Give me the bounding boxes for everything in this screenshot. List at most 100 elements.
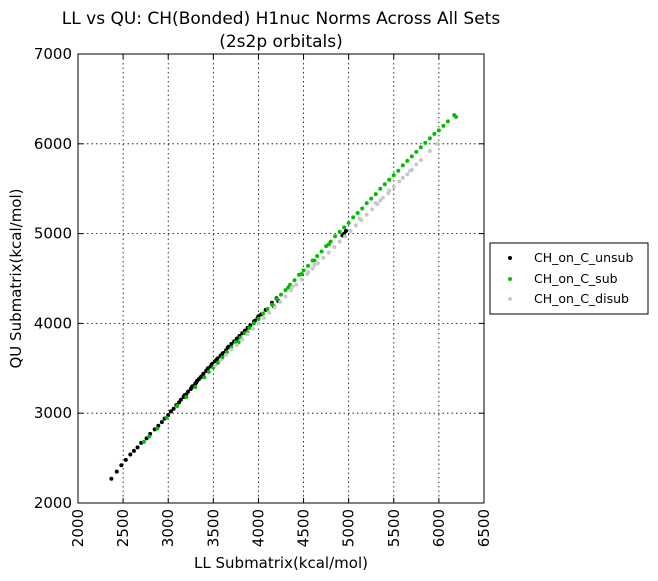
- chart-title: LL vs QU: CH(Bonded) H1nuc Norms Across …: [62, 9, 501, 29]
- point-ch-on-c-sub-50: [396, 168, 401, 173]
- point-ch-on-c-sub-20: [260, 311, 265, 316]
- point-ch-on-c-sub-51: [400, 163, 405, 168]
- point-ch-on-c-unsub-19: [178, 397, 183, 402]
- point-ch-on-c-disub-7: [288, 288, 293, 293]
- point-ch-on-c-sub-32: [315, 254, 320, 259]
- point-ch-on-c-sub-8: [206, 369, 211, 374]
- point-ch-on-c-sub-49: [391, 173, 396, 178]
- point-ch-on-c-unsub-16: [171, 406, 176, 411]
- point-ch-on-c-disub-39: [229, 347, 234, 352]
- point-ch-on-c-sub-29: [301, 268, 306, 273]
- point-ch-on-c-disub-33: [294, 282, 299, 287]
- chart-subtitle: (2s2p orbitals): [219, 32, 343, 52]
- point-ch-on-c-sub-41: [355, 210, 360, 215]
- point-ch-on-c-disub-9: [310, 266, 315, 271]
- point-ch-on-c-disub-25: [380, 195, 385, 200]
- point-ch-on-c-sub-59: [436, 128, 441, 133]
- point-ch-on-c-sub-21: [265, 307, 270, 312]
- point-ch-on-c-sub-64: [299, 272, 304, 277]
- y-tick-label-3000: 3000: [34, 404, 72, 422]
- point-ch-on-c-unsub-4: [128, 452, 133, 457]
- point-ch-on-c-sub-43: [364, 201, 369, 206]
- x-tick-label-3000: 3000: [159, 509, 177, 547]
- point-ch-on-c-sub-55: [418, 145, 423, 150]
- axis-ticks: 2000 2500 3000 3500 4000 4500 5000 5500 6000 6500…: [34, 45, 493, 547]
- point-ch-on-c-unsub-22: [186, 389, 191, 394]
- point-ch-on-c-sub-42: [360, 206, 365, 211]
- point-ch-on-c-sub-65: [312, 258, 317, 263]
- point-ch-on-c-disub-48: [405, 172, 410, 177]
- point-ch-on-c-unsub-5: [131, 448, 136, 453]
- point-ch-on-c-sub-56: [423, 140, 428, 145]
- point-ch-on-c-disub-35: [272, 305, 277, 310]
- point-ch-on-c-unsub-40: [229, 342, 234, 347]
- point-ch-on-c-sub-52: [405, 158, 410, 163]
- x-tick-label-2000: 2000: [69, 509, 87, 547]
- point-ch-on-c-sub-19: [256, 316, 261, 321]
- y-tick-label-4000: 4000: [34, 314, 72, 332]
- legend-label-ch-on-c-disub: CH_on_C_disub: [534, 291, 629, 306]
- point-ch-on-c-unsub-55: [189, 385, 194, 390]
- point-ch-on-c-sub-23: [274, 297, 279, 302]
- point-ch-on-c-unsub-0: [109, 476, 114, 481]
- point-ch-on-c-sub-3: [164, 415, 169, 420]
- point-ch-on-c-disub-31: [315, 261, 320, 266]
- point-ch-on-c-sub-17: [247, 325, 252, 330]
- point-ch-on-c-unsub-6: [135, 445, 140, 450]
- point-ch-on-c-disub-24: [391, 184, 396, 189]
- point-ch-on-c-sub-22: [269, 302, 274, 307]
- point-ch-on-c-sub-48: [387, 177, 392, 182]
- point-ch-on-c-sub-4: [175, 404, 180, 409]
- point-ch-on-c-sub-33: [319, 249, 324, 254]
- point-ch-on-c-sub-66: [326, 242, 331, 247]
- y-tick-label-7000: 7000: [34, 45, 72, 63]
- y-tick-label-6000: 6000: [34, 135, 72, 153]
- x-tick-label-4000: 4000: [249, 509, 267, 547]
- point-ch-on-c-sub-61: [445, 119, 450, 124]
- point-ch-on-c-sub-63: [454, 114, 459, 119]
- point-ch-on-c-disub-41: [373, 201, 378, 206]
- point-ch-on-c-disub-23: [400, 175, 405, 180]
- point-ch-on-c-disub-1: [223, 352, 228, 357]
- point-ch-on-c-disub-26: [370, 207, 375, 212]
- point-ch-on-c-unsub-29: [201, 371, 206, 376]
- x-tick-label-3500: 3500: [204, 509, 222, 547]
- point-ch-on-c-unsub-15: [168, 409, 173, 414]
- legend-label-ch-on-c-unsub: CH_on_C_unsub: [534, 250, 633, 265]
- point-ch-on-c-sub-24: [279, 292, 283, 297]
- point-ch-on-c-disub-10: [321, 255, 326, 260]
- y-tick-label-2000: 2000: [34, 494, 72, 512]
- point-ch-on-c-disub-42: [378, 198, 383, 203]
- point-ch-on-c-disub-40: [218, 358, 223, 363]
- point-ch-on-c-sub-46: [378, 186, 383, 191]
- point-ch-on-c-sub-1: [147, 434, 152, 439]
- point-ch-on-c-sub-18: [251, 321, 256, 326]
- point-ch-on-c-sub-0: [141, 439, 146, 444]
- data-points: [109, 113, 459, 481]
- point-ch-on-c-sub-30: [306, 263, 311, 268]
- point-ch-on-c-disub-19: [418, 157, 423, 162]
- point-ch-on-c-disub-14: [364, 212, 369, 217]
- point-ch-on-c-disub-17: [397, 179, 402, 184]
- point-ch-on-c-disub-2: [234, 342, 239, 347]
- point-ch-on-c-sub-44: [369, 196, 374, 201]
- point-ch-on-c-disub-0: [213, 363, 218, 368]
- point-ch-on-c-disub-12: [343, 234, 348, 239]
- point-ch-on-c-sub-69: [286, 285, 291, 290]
- point-ch-on-c-disub-46: [312, 263, 317, 268]
- point-ch-on-c-unsub-42: [234, 336, 239, 341]
- legend-marker-ch-on-c-sub: [508, 277, 512, 281]
- point-ch-on-c-disub-43: [357, 216, 362, 221]
- plot-area-frame: [77, 53, 485, 504]
- point-ch-on-c-unsub-65: [343, 228, 348, 233]
- point-ch-on-c-sub-57: [427, 136, 432, 141]
- point-ch-on-c-disub-5: [267, 310, 272, 315]
- y-tick-label-5000: 5000: [34, 225, 72, 243]
- point-ch-on-c-disub-34: [283, 294, 288, 299]
- point-ch-on-c-unsub-3: [123, 457, 128, 462]
- point-ch-on-c-unsub-2: [119, 463, 124, 468]
- legend-marker-ch-on-c-disub: [508, 297, 512, 301]
- point-ch-on-c-unsub-62: [225, 345, 230, 350]
- point-ch-on-c-disub-30: [326, 250, 331, 255]
- point-ch-on-c-disub-11: [332, 245, 337, 250]
